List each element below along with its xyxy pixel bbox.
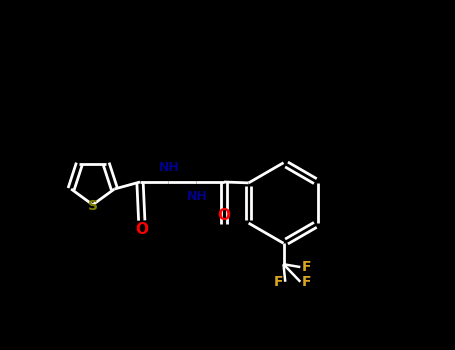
Text: F: F xyxy=(302,260,311,274)
Text: F: F xyxy=(302,275,311,289)
Text: F: F xyxy=(274,275,284,289)
Text: O: O xyxy=(217,208,231,223)
Text: O: O xyxy=(135,222,148,237)
Text: S: S xyxy=(88,199,98,213)
Text: NH: NH xyxy=(187,190,207,203)
Text: NH: NH xyxy=(159,161,179,174)
